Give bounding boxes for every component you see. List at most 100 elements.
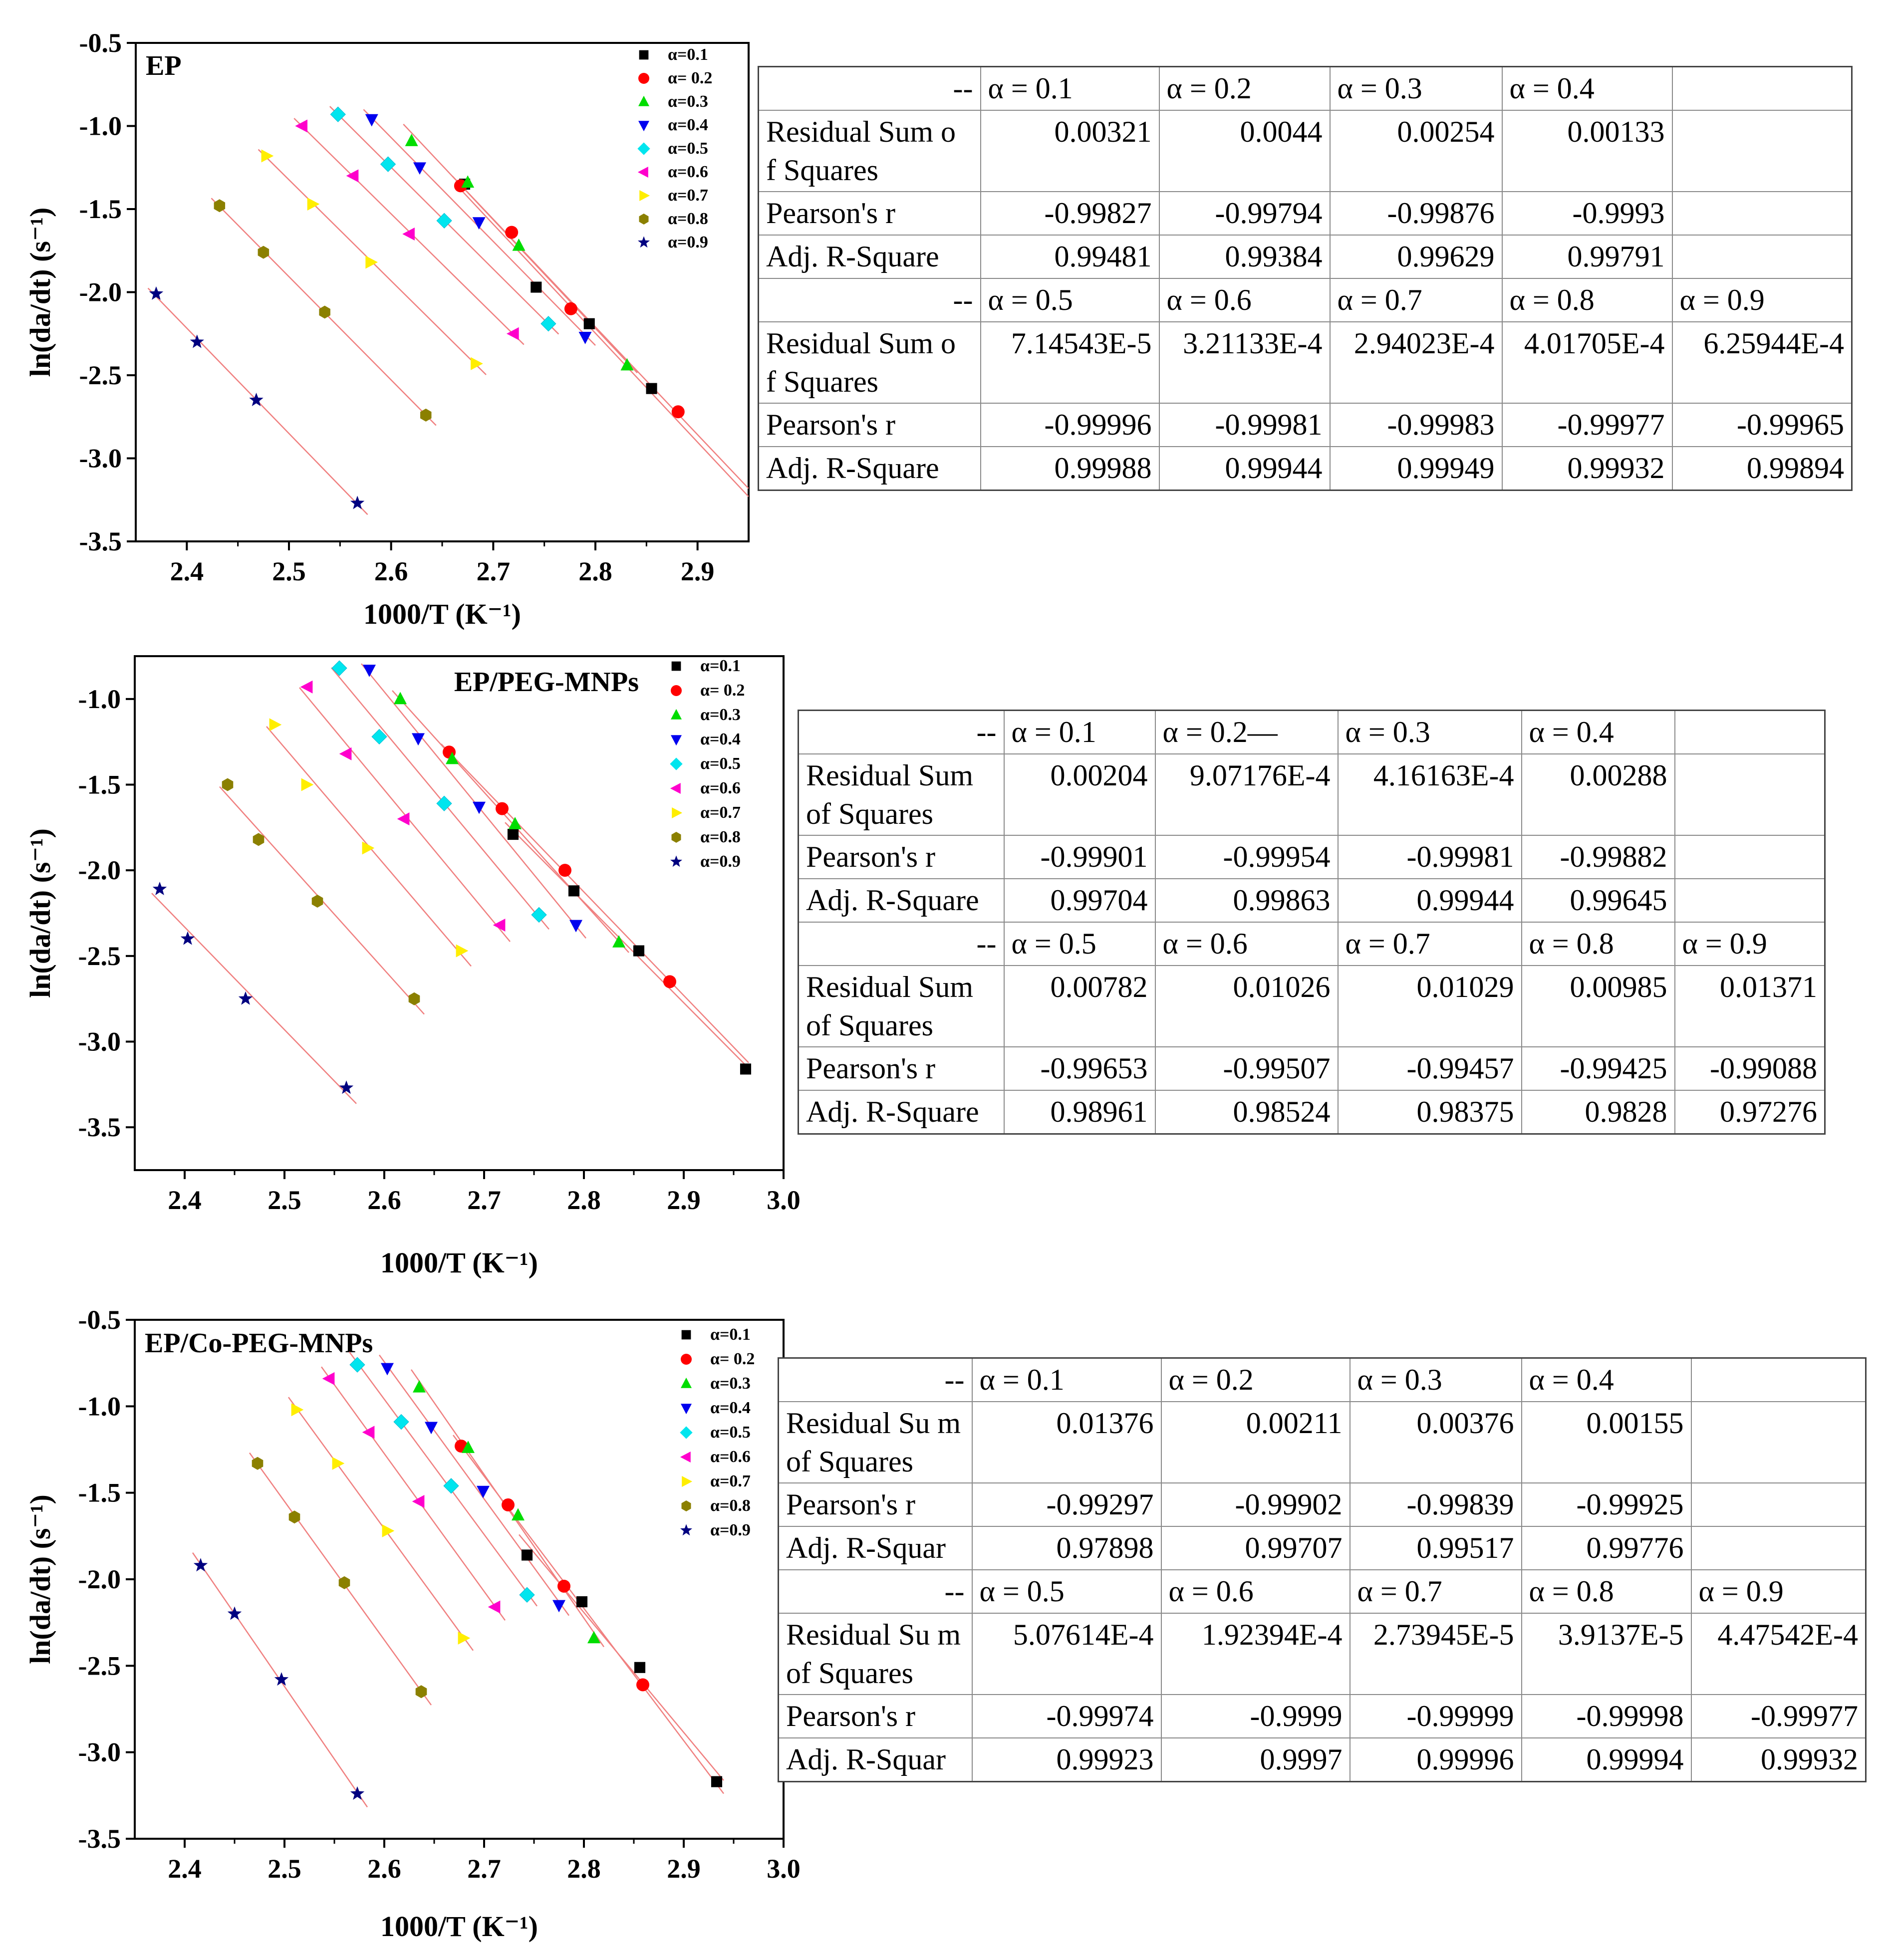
x-tick-label: 2.4 [170, 556, 204, 586]
table-cell: 0.0044 [1158, 109, 1331, 193]
x-tick-label: 2.5 [268, 1854, 301, 1884]
legend-marker [680, 1524, 692, 1536]
legend-marker [639, 190, 650, 201]
row-label-cell: Residual Su m of Squares [778, 1612, 973, 1696]
table-cell: 2.94023E-4 [1329, 321, 1503, 404]
fit-line [348, 1351, 538, 1607]
data-point [461, 175, 475, 188]
table-row: Residual Sum o f Squares 0.00321 0.0044 0.0… [758, 109, 1853, 193]
data-point [350, 495, 365, 509]
y-tick-label: -2.5 [79, 360, 122, 390]
ep-peg-mnps-fit-statistics-table: -- α = 0.1 α = 0.2–– α = 0.3 α = 0.4 Residual… [798, 710, 1826, 1135]
data-point [454, 179, 467, 193]
y-axis-title: ln(da/dt) (s⁻¹) [24, 1494, 56, 1664]
table-cell: 0.98375 [1337, 1090, 1522, 1135]
table-cell: 0.99645 [1521, 878, 1675, 923]
row-label-cell: Pearson's r [798, 1046, 1005, 1091]
table-cell: -0.99839 [1349, 1482, 1522, 1527]
table-cell [1671, 191, 1853, 236]
legend-marker [681, 1377, 692, 1388]
table-cell: -0.99996 [980, 403, 1160, 448]
data-point [397, 812, 410, 826]
table-row: Residual Sum o f Squares 7.14543E-5 3.2113… [758, 321, 1853, 404]
plot-frame [134, 655, 785, 1171]
data-point [380, 156, 396, 172]
row-label-cell: Residual Sum of Squares [798, 753, 1005, 836]
table-cell: 0.00321 [980, 109, 1160, 193]
x-tick-label: 2.8 [578, 556, 612, 586]
data-point [338, 1576, 350, 1589]
y-tick-label: -1.0 [78, 684, 121, 714]
table-header-row: -- α = 0.5 α = 0.6 α = 0.7 α = 0.8 α = 0.9 [778, 1569, 1867, 1614]
data-point [362, 841, 375, 855]
table-cell: 7.14543E-5 [980, 321, 1160, 404]
row-label-cell: Residual Sum of Squares [798, 965, 1005, 1048]
table-cell: 3.21133E-4 [1158, 321, 1331, 404]
table-cell: 1.92394E-4 [1160, 1612, 1350, 1696]
y-tick-label: -1.0 [79, 111, 122, 141]
table-cell: α = 0.2–– [1154, 710, 1339, 754]
data-point [505, 226, 519, 239]
row-label-cell: -- [758, 277, 981, 322]
y-axis-title: ln(da/dt) (s⁻¹) [24, 208, 56, 377]
table-cell: α = 0.6 [1160, 1569, 1350, 1614]
data-point [295, 119, 308, 133]
y-tick-label: -3.0 [78, 1737, 121, 1767]
data-point [394, 692, 407, 705]
table-cell: α = 0.7 [1329, 277, 1503, 322]
fit-line [378, 1354, 570, 1616]
data-point [322, 1372, 335, 1385]
table-cell: -0.9993 [1501, 191, 1673, 236]
row-label-cell: Adj. R-Square [758, 235, 981, 279]
data-point [371, 729, 387, 745]
table-cell: 0.00288 [1521, 753, 1675, 836]
row-label-cell: Adj. R-Square [798, 878, 1005, 923]
table-cell: -0.99425 [1521, 1046, 1675, 1091]
data-point [519, 1587, 535, 1603]
table-cell: α = 0.4 [1521, 710, 1675, 754]
table-cell [1690, 1482, 1867, 1527]
data-point [149, 286, 164, 300]
data-point [402, 227, 415, 241]
table-header-row: -- α = 0.1 α = 0.2–– α = 0.3 α = 0.4 [798, 710, 1826, 754]
legend-marker [638, 73, 649, 84]
legend-label: α=0.9 [710, 1521, 751, 1539]
fit-line [331, 667, 549, 930]
plot-frame [134, 1319, 785, 1840]
table-row: Pearson's r -0.99901 -0.99954 -0.99981 -0.99… [798, 835, 1826, 880]
ep-peg-mnps-chart: 2.4 2.5 2.6 2.7 2.8 2.9 3.0 -3.5 -3.0 -2.5 -2.0 -1.… [24, 655, 801, 1279]
table-cell: -0.99977 [1501, 403, 1673, 448]
table-row: Residual Sum of Squares 0.00204 9.07176E-4… [798, 753, 1826, 836]
y-tick-label: -3.5 [78, 1112, 121, 1142]
data-point [214, 199, 226, 213]
legend-marker [681, 1354, 692, 1365]
ep-co-peg-mnps-fit-statistics-table: -- α = 0.1 α = 0.2 α = 0.3 α = 0.4 Residual S… [778, 1357, 1867, 1782]
data-point [456, 944, 469, 958]
row-label-cell: Adj. R-Squar [778, 1526, 973, 1570]
row-label-cell: Pearson's r [778, 1482, 973, 1527]
table-cell: 6.25944E-4 [1671, 321, 1853, 404]
data-point [346, 169, 359, 183]
data-point [552, 1600, 565, 1613]
data-point [350, 1786, 365, 1800]
table-cell: 9.07176E-4 [1154, 753, 1339, 836]
legend-marker [670, 783, 681, 794]
legend-label: α=0.4 [700, 730, 741, 748]
plot-frame [135, 42, 750, 542]
table-cell: -0.99088 [1674, 1046, 1826, 1091]
table-cell: α = 0.4 [1501, 66, 1673, 111]
data-point [568, 885, 580, 897]
x-tick-label: 2.4 [168, 1854, 202, 1884]
fit-line [320, 1366, 506, 1621]
fit-line [299, 687, 511, 942]
data-point [531, 907, 547, 923]
data-point [512, 1508, 525, 1521]
row-label-cell: -- [758, 66, 981, 111]
table-cell: 0.99949 [1329, 446, 1503, 491]
data-point [587, 1631, 600, 1644]
table-cell: α = 0.5 [980, 277, 1160, 322]
x-tick-label: 2.9 [667, 1854, 701, 1884]
data-point [238, 991, 253, 1005]
table-header-row: -- α = 0.5 α = 0.6 α = 0.7 α = 0.8 α = 0.9 [798, 921, 1826, 966]
legend-marker [681, 1330, 691, 1340]
